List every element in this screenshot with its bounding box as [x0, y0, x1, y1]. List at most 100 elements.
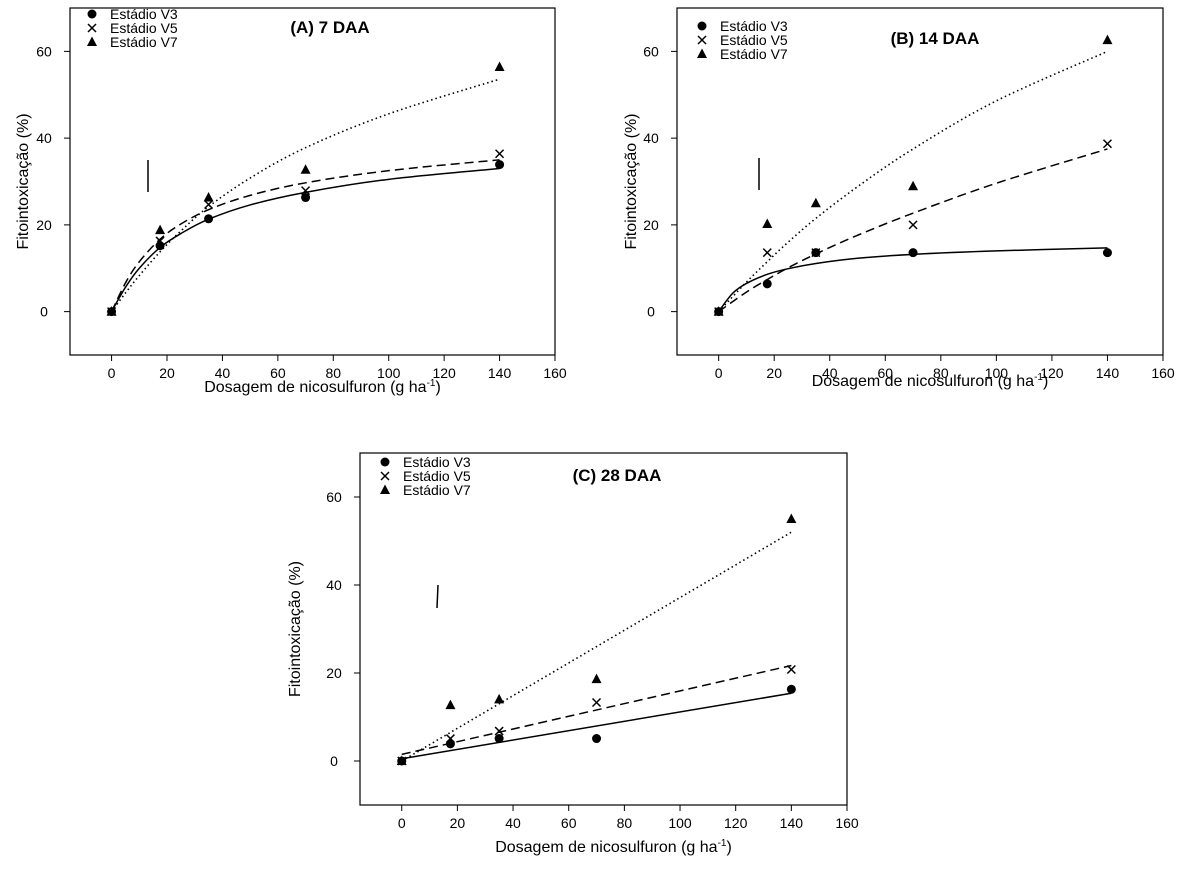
- series-x: [714, 139, 1112, 317]
- legend-label: Estádio V7: [720, 46, 788, 62]
- y-tick-label: 20: [643, 217, 659, 233]
- legend-label: Estádio V7: [110, 34, 178, 50]
- data-point: [396, 755, 407, 765]
- data-point: [445, 734, 455, 744]
- y-axis-label: Fitointoxicação (%): [623, 113, 640, 249]
- y-axis-label: Fitointoxicação (%): [15, 113, 32, 249]
- data-point: [908, 248, 918, 258]
- data-point: [204, 199, 214, 210]
- y-tick-label: 40: [36, 130, 52, 146]
- y-tick-label: 60: [36, 43, 52, 59]
- series-circle: [714, 247, 1112, 317]
- series-x: [107, 149, 505, 317]
- data-point: [762, 218, 773, 229]
- legend-marker: [380, 484, 390, 494]
- plot-frame: [359, 452, 848, 806]
- data-point: [908, 220, 918, 230]
- legend-marker: [380, 457, 390, 467]
- y-tick-label: 20: [326, 665, 342, 681]
- data-point: [592, 697, 602, 708]
- x-axis-label: Dosagem de nicosulfuron (g ha-1): [495, 838, 732, 856]
- series-triangle: [713, 34, 1113, 316]
- x-tick-label: 160: [835, 815, 859, 831]
- data-point: [301, 186, 311, 196]
- fit-curve-dotted: [401, 531, 792, 762]
- data-point: [762, 248, 772, 258]
- series-triangle: [106, 61, 505, 316]
- x-tick-label: 100: [377, 365, 401, 381]
- chart-title: (B) 14 DAA: [891, 29, 980, 48]
- data-point: [155, 224, 166, 235]
- x-tick-label: 80: [617, 815, 633, 831]
- chart-title: (A) 7 DAA: [290, 18, 369, 37]
- data-point: [786, 513, 797, 523]
- data-point: [494, 734, 504, 744]
- legend-marker: [697, 21, 707, 31]
- fit-curve-dashed: [718, 148, 1108, 313]
- data-point: [592, 734, 602, 744]
- fit-curve-solid: [401, 692, 792, 760]
- fit-curve-solid: [718, 247, 1108, 313]
- x-tick-label: 20: [766, 365, 782, 381]
- x-axis-label: Dosagem de nicosulfuron (g ha-1): [204, 378, 441, 396]
- y-tick-label: 20: [36, 217, 52, 233]
- data-point: [713, 306, 724, 316]
- series-circle: [397, 684, 796, 766]
- series-triangle: [396, 513, 797, 765]
- x-tick-label: 160: [1151, 365, 1175, 381]
- data-point: [495, 149, 505, 159]
- y-tick-label: 40: [643, 130, 659, 146]
- legend-label: Estádio V3: [403, 454, 471, 470]
- x-tick-label: 60: [561, 815, 577, 831]
- legend-label: Estádio V7: [403, 482, 471, 498]
- legend-label: Estádio V5: [110, 20, 178, 36]
- x-tick-label: 120: [1040, 365, 1064, 381]
- data-point: [301, 193, 311, 203]
- x-tick-label: 80: [325, 365, 341, 381]
- legend-marker: [697, 35, 707, 45]
- fit-curve-dotted: [110, 78, 500, 313]
- fit-curve-dashed: [110, 159, 500, 312]
- data-point: [591, 673, 602, 684]
- data-point: [1102, 248, 1112, 258]
- x-tick-label: 20: [159, 365, 175, 381]
- data-point: [1102, 139, 1112, 149]
- x-tick-label: 0: [715, 365, 723, 381]
- data-point: [810, 197, 821, 208]
- legend-marker: [87, 23, 97, 33]
- y-axis-label: Fitointoxicação (%): [287, 561, 304, 697]
- x-tick-label: 60: [270, 365, 286, 381]
- data-point: [494, 726, 504, 736]
- plot-frame: [676, 7, 1164, 356]
- x-tick-label: 40: [215, 365, 231, 381]
- x-tick-label: 140: [780, 815, 804, 831]
- data-point: [494, 61, 505, 71]
- x-tick-label: 120: [724, 815, 748, 831]
- data-point: [300, 164, 311, 174]
- x-tick-label: 100: [985, 365, 1009, 381]
- x-axis-label: Dosagem de nicosulfuron (g ha-1): [812, 372, 1049, 390]
- x-tick-label: 20: [450, 815, 466, 831]
- y-tick-label: 0: [40, 304, 48, 320]
- x-tick-label: 160: [543, 365, 567, 381]
- data-point: [786, 684, 796, 694]
- data-point: [811, 248, 821, 258]
- legend-marker: [380, 471, 390, 481]
- data-point: [495, 160, 505, 170]
- data-point: [1102, 34, 1113, 45]
- x-tick-label: 120: [432, 365, 456, 381]
- data-point: [786, 664, 796, 675]
- x-tick-label: 140: [488, 365, 512, 381]
- x-tick-label: 60: [877, 365, 893, 381]
- data-point: [494, 693, 505, 704]
- legend-label: Estádio V5: [403, 468, 471, 484]
- fit-curve-dotted: [718, 50, 1108, 313]
- data-point: [445, 699, 456, 710]
- data-point: [204, 214, 214, 224]
- x-tick-label: 80: [933, 365, 949, 381]
- legend-marker: [87, 36, 97, 46]
- chart-panel-3: 0 20 40 60 80 100 120 140 160 0 20 40 60 Dosagem de n…: [287, 452, 859, 856]
